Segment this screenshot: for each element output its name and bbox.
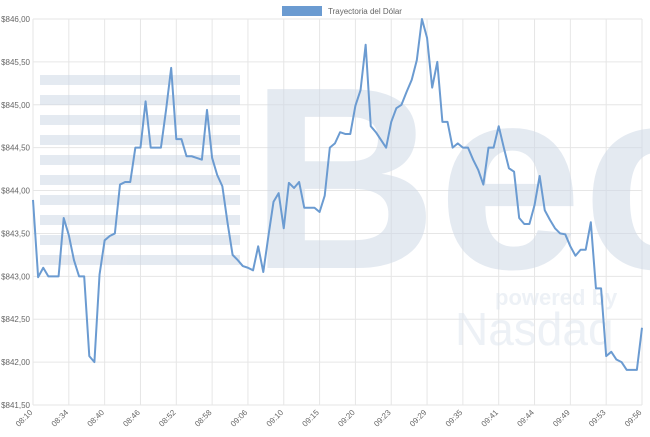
legend-label: Trayectoria del Dólar bbox=[328, 7, 402, 16]
y-tick-label: $845,00 bbox=[1, 101, 30, 110]
x-tick-label: 09:35 bbox=[444, 408, 465, 429]
x-tick-label: 09:06 bbox=[229, 408, 250, 429]
x-tick-label: 09:44 bbox=[515, 408, 536, 429]
x-tick-label: 08:52 bbox=[157, 408, 178, 429]
x-tick-label: 08:58 bbox=[193, 408, 214, 429]
x-tick-label: 09:10 bbox=[265, 408, 286, 429]
y-tick-label: $843,50 bbox=[1, 229, 30, 238]
y-tick-label: $842,50 bbox=[1, 315, 30, 324]
y-tick-label: $843,00 bbox=[1, 272, 30, 281]
y-tick-label: $844,00 bbox=[1, 187, 30, 196]
x-tick-label: 08:34 bbox=[50, 408, 71, 429]
legend-swatch bbox=[282, 6, 322, 16]
y-tick-label: $842,00 bbox=[1, 358, 30, 367]
watermark-logo: Bec bbox=[250, 34, 650, 324]
x-tick-label: 09:23 bbox=[372, 408, 393, 429]
x-tick-label: 08:46 bbox=[121, 408, 142, 429]
x-tick-label: 09:56 bbox=[623, 408, 644, 429]
x-tick-label: 09:20 bbox=[336, 408, 357, 429]
y-tick-label: $841,50 bbox=[1, 401, 30, 410]
x-tick-label: 09:41 bbox=[480, 408, 501, 429]
x-tick-label: 08:10 bbox=[14, 408, 35, 429]
x-tick-label: 09:29 bbox=[408, 408, 429, 429]
y-tick-label: $844,50 bbox=[1, 144, 30, 153]
x-tick-label: 09:49 bbox=[551, 408, 572, 429]
data-line bbox=[32, 18, 643, 371]
x-tick-label: 08:40 bbox=[86, 408, 107, 429]
watermark-brand: Nasdaq bbox=[455, 303, 614, 355]
y-tick-label: $845,50 bbox=[1, 58, 30, 67]
x-tick-label: 09:53 bbox=[587, 408, 608, 429]
y-tick-label: $846,00 bbox=[1, 15, 30, 24]
x-tick-label: 09:15 bbox=[300, 408, 321, 429]
watermark: Bec powered by Nasdaq bbox=[40, 34, 650, 355]
